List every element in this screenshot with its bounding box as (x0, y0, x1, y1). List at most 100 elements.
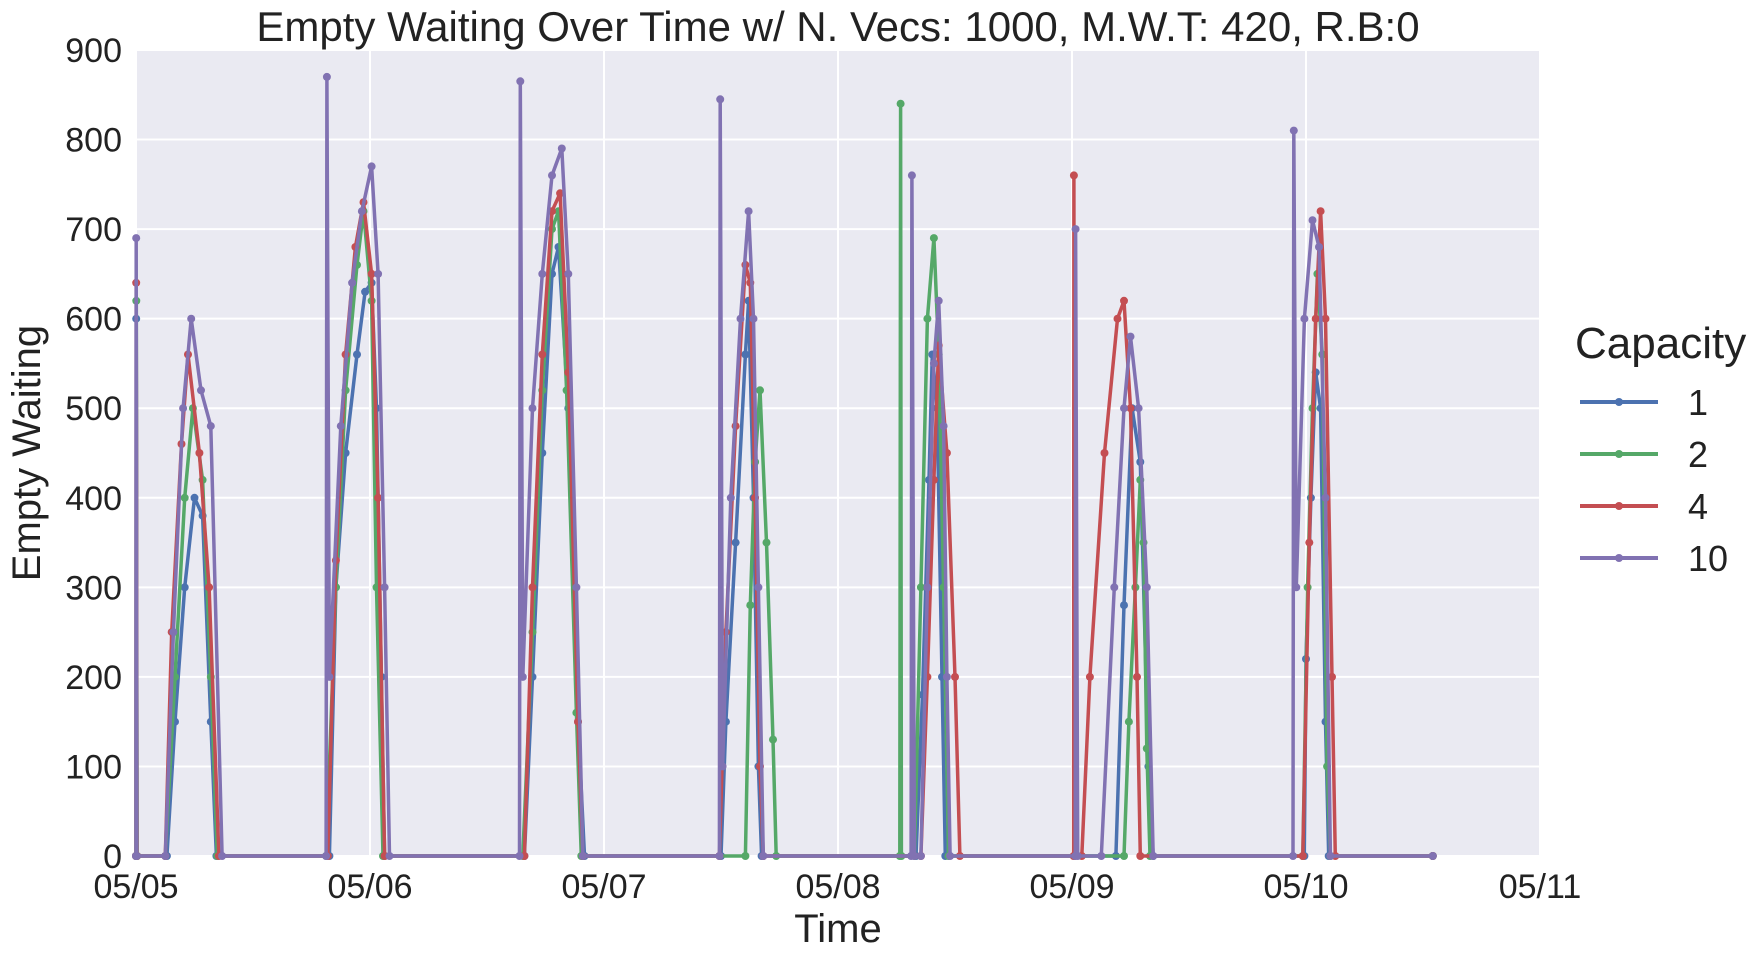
data-point (206, 422, 215, 431)
data-point (1292, 583, 1301, 592)
x-tick-label: 05/09 (1029, 868, 1114, 906)
data-point (756, 386, 764, 395)
legend-marker (1615, 502, 1623, 510)
legend-item-10: 10 (1580, 538, 1728, 579)
data-point (322, 852, 331, 860)
legend-marker (1615, 554, 1623, 562)
data-point (718, 762, 727, 771)
data-point (564, 269, 573, 278)
legend-marker (1615, 398, 1623, 406)
series-line-10 (134, 75, 1433, 858)
data-point (528, 404, 537, 413)
data-point (1069, 171, 1078, 180)
data-point (385, 852, 394, 860)
data-point (934, 296, 943, 305)
data-point (1113, 314, 1122, 323)
data-point (910, 852, 919, 860)
data-point (578, 852, 587, 860)
data-point (923, 583, 932, 592)
legend-item-2: 2 (1580, 434, 1708, 475)
legend-label: 4 (1688, 486, 1708, 527)
data-point (731, 538, 740, 547)
data-point (1126, 404, 1135, 413)
data-point (769, 735, 777, 744)
data-point (749, 314, 758, 323)
data-point (556, 189, 565, 198)
legend-item-4: 4 (1580, 486, 1708, 527)
data-point (946, 852, 955, 860)
data-point (1428, 852, 1437, 860)
data-point (916, 852, 925, 860)
data-point (1315, 243, 1323, 251)
data-point (515, 852, 524, 860)
data-point (1328, 672, 1336, 681)
y-tick-label: 400 (65, 480, 122, 518)
data-point (1289, 852, 1297, 860)
data-point (197, 386, 205, 395)
data-point (762, 538, 771, 547)
data-point (1120, 852, 1128, 860)
x-tick-label: 05/06 (327, 868, 412, 906)
data-point (348, 278, 357, 287)
data-point (726, 493, 735, 502)
x-tick-label: 05/10 (1263, 868, 1348, 906)
data-point (190, 493, 199, 502)
data-point (736, 314, 745, 323)
x-tick-label: 05/11 (1499, 868, 1582, 906)
data-point (361, 287, 370, 296)
data-point (1085, 672, 1094, 681)
data-point (538, 269, 547, 278)
series-layer (132, 72, 1437, 860)
data-point (195, 449, 204, 457)
data-point (1316, 207, 1325, 216)
data-point (1305, 538, 1314, 547)
data-point (741, 852, 750, 860)
y-tick-label: 500 (65, 390, 122, 428)
data-point (367, 269, 376, 278)
data-point (518, 672, 527, 681)
legend-marker (1615, 450, 1623, 458)
data-point (1298, 852, 1307, 860)
data-point (380, 583, 389, 592)
data-point (1120, 601, 1128, 610)
data-point (374, 493, 383, 502)
data-point (1149, 852, 1158, 860)
tick-labels: 0 100 200 300 400 500 600 700 800 900 05/05 05/06 05… (65, 32, 1581, 906)
data-point (929, 359, 938, 368)
x-tick-label: 05/07 (561, 868, 646, 906)
data-point (179, 404, 188, 413)
series-10 (132, 72, 1437, 860)
data-point (374, 269, 383, 278)
data-point (759, 852, 768, 860)
legend-item-1: 1 (1580, 382, 1708, 423)
y-tick-label: 900 (65, 32, 122, 70)
data-point (169, 628, 178, 637)
data-point (1120, 404, 1128, 413)
data-point (538, 350, 547, 359)
legend-label: 2 (1688, 434, 1708, 475)
data-point (744, 207, 753, 216)
data-point (929, 234, 938, 243)
data-point (1110, 583, 1119, 592)
data-point (916, 583, 925, 592)
legend-label: 1 (1688, 382, 1708, 423)
data-point (942, 672, 951, 681)
data-point (516, 77, 525, 86)
y-tick-label: 0 (103, 838, 122, 876)
data-point (132, 234, 141, 243)
data-point (357, 207, 366, 216)
data-point (923, 314, 932, 323)
y-axis-label: Empty Waiting (5, 325, 49, 581)
data-point (180, 583, 189, 592)
y-tick-label: 800 (65, 122, 122, 160)
data-point (187, 314, 196, 323)
data-point (1071, 225, 1080, 234)
y-tick-label: 600 (65, 301, 122, 339)
data-point (1142, 583, 1151, 592)
legend: Capacity 1 2 4 10 (1575, 319, 1746, 579)
data-point (1120, 296, 1128, 305)
data-point (548, 171, 556, 180)
data-point (939, 422, 948, 431)
